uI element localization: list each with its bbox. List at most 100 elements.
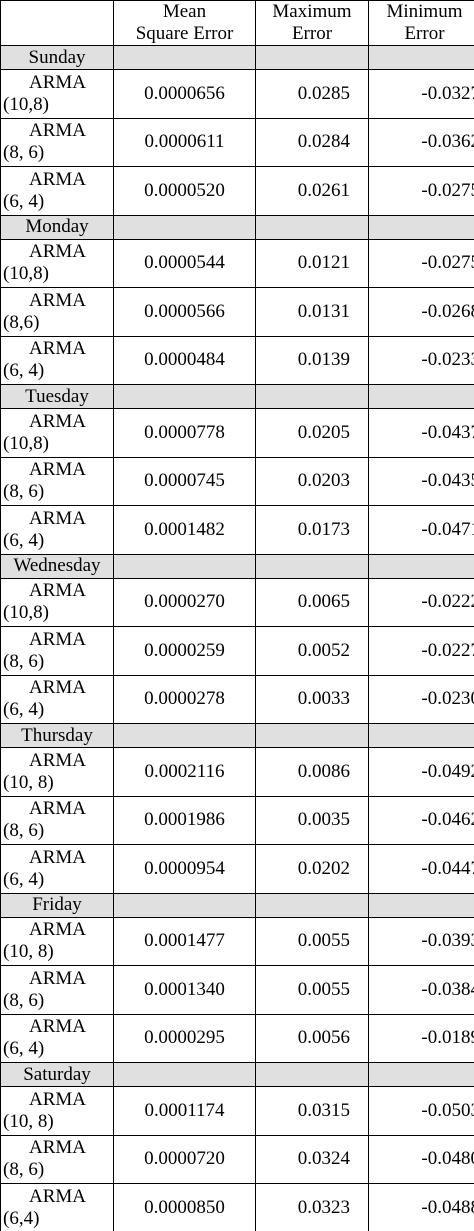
min-error: -0.0393 [368, 916, 474, 966]
model-cell: ARMA (10,8) [0, 238, 114, 288]
mse-value: 0.0000954 [113, 844, 256, 894]
min-error: -0.0435 [368, 456, 474, 506]
mse-value: 0.0000656 [113, 69, 256, 119]
min-error: -0.0447 [368, 844, 474, 894]
model-label: ARMA [29, 410, 87, 432]
model-cell: ARMA (8, 6) [0, 626, 114, 676]
model-label: (6, 4) [3, 360, 45, 382]
model-label: (6, 4) [3, 190, 45, 212]
day-cell [113, 1062, 256, 1087]
min-error: -0.0227 [368, 626, 474, 676]
min-error: -0.0189 [368, 1013, 474, 1063]
model-cell: ARMA (10,8) [0, 69, 114, 119]
model-label: ARMA [29, 120, 87, 142]
header-text: Maximum [272, 1, 352, 23]
day-cell [113, 553, 256, 579]
day-name: Saturday [0, 1062, 114, 1087]
day-row: Wednesday [0, 553, 474, 579]
header-text: Square Error [135, 23, 234, 44]
header-text: Minimum [386, 1, 463, 23]
mse-value: 0.0000278 [113, 674, 256, 724]
model-label: (8, 6) [3, 989, 45, 1011]
day-cell [113, 214, 256, 240]
min-error: -0.0275 [368, 238, 474, 288]
min-error: -0.0488 [368, 1183, 474, 1231]
mse-value: 0.0000566 [113, 287, 256, 337]
model-label: ARMA [29, 749, 87, 771]
mse-value: 0.0001986 [113, 795, 256, 845]
day-name: Tuesday [0, 384, 114, 409]
mse-value: 0.0000745 [113, 456, 256, 506]
model-cell: ARMA (6,4) [0, 1183, 114, 1231]
min-error: -0.0327 [368, 69, 474, 119]
model-cell: ARMA (6, 4) [0, 335, 114, 385]
model-cell: ARMA (8, 6) [0, 965, 114, 1015]
min-error: -0.0230 [368, 674, 474, 724]
day-cell [255, 553, 369, 579]
model-label: (8, 6) [3, 142, 45, 164]
day-cell [255, 892, 369, 918]
model-label: ARMA [29, 289, 87, 311]
model-cell: ARMA (6, 4) [0, 844, 114, 894]
mse-value: 0.0000611 [113, 117, 256, 167]
model-label: ARMA [29, 967, 87, 989]
model-cell: ARMA (8, 6) [0, 795, 114, 845]
day-cell [113, 45, 256, 70]
model-cell: ARMA (10, 8) [0, 1086, 114, 1136]
model-label: ARMA [29, 846, 87, 868]
model-label: (10,8) [3, 602, 49, 624]
model-label: ARMA [29, 919, 87, 941]
header-cell: Minimum Error [368, 0, 474, 46]
day-row: Saturday [0, 1062, 474, 1087]
min-error: -0.0362 [368, 117, 474, 167]
max-error: 0.0324 [255, 1134, 369, 1184]
day-row: Tuesday [0, 384, 474, 409]
model-label: (6, 4) [3, 529, 45, 551]
mse-value: 0.0000484 [113, 335, 256, 385]
mse-value: 0.0000270 [113, 577, 256, 627]
model-cell: ARMA (10,8) [0, 577, 114, 627]
max-error: 0.0205 [255, 408, 369, 458]
model-cell: ARMA (10,8) [0, 408, 114, 458]
day-name: Sunday [0, 45, 114, 70]
max-error: 0.0121 [255, 238, 369, 288]
model-cell: ARMA (8, 6) [0, 117, 114, 167]
day-row: Friday [0, 892, 474, 918]
day-cell [255, 45, 369, 70]
day-cell [255, 1062, 369, 1087]
model-label: (10, 8) [3, 941, 54, 963]
model-label: ARMA [29, 580, 87, 602]
model-cell: ARMA (10, 8) [0, 747, 114, 797]
mse-value: 0.0001174 [113, 1086, 256, 1136]
model-label: (6, 4) [3, 868, 45, 890]
max-error: 0.0261 [255, 166, 369, 216]
model-label: (8, 6) [3, 481, 45, 503]
max-error: 0.0065 [255, 577, 369, 627]
model-label: ARMA [29, 1137, 87, 1159]
model-label: (10,8) [3, 93, 49, 115]
model-cell: ARMA (6, 4) [0, 166, 114, 216]
model-label: (8, 6) [3, 650, 45, 672]
min-error: -0.0437 [368, 408, 474, 458]
day-cell [368, 1062, 474, 1087]
header-text: Mean [162, 1, 207, 23]
header-row: Mean Square Error Maximum Error Minimum Error [0, 0, 474, 46]
day-name: Thursday [0, 723, 114, 748]
mse-value: 0.0001482 [113, 505, 256, 555]
model-label: ARMA [29, 628, 87, 650]
max-error: 0.0055 [255, 916, 369, 966]
mse-value: 0.0000778 [113, 408, 256, 458]
model-cell: ARMA (8,6) [0, 287, 114, 337]
